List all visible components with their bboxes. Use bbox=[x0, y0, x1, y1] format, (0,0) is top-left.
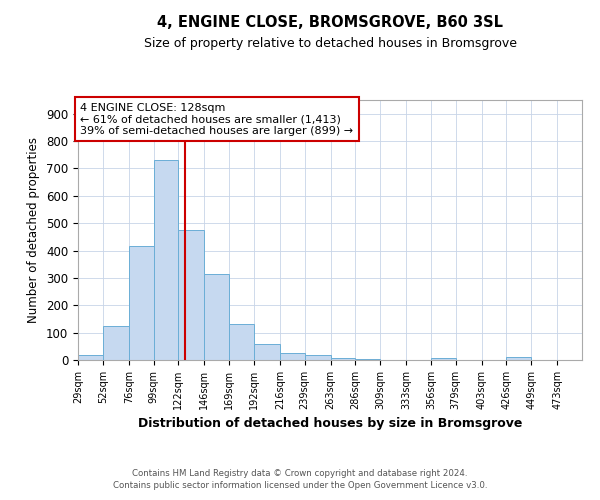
Bar bbox=[331, 358, 355, 360]
X-axis label: Distribution of detached houses by size in Bromsgrove: Distribution of detached houses by size … bbox=[138, 418, 522, 430]
Bar bbox=[204, 274, 229, 360]
Bar bbox=[178, 230, 204, 360]
Bar bbox=[154, 160, 178, 360]
Text: Contains HM Land Registry data © Crown copyright and database right 2024.: Contains HM Land Registry data © Crown c… bbox=[132, 468, 468, 477]
Text: 4 ENGINE CLOSE: 128sqm
← 61% of detached houses are smaller (1,413)
39% of semi-: 4 ENGINE CLOSE: 128sqm ← 61% of detached… bbox=[80, 102, 353, 136]
Bar bbox=[103, 326, 129, 360]
Text: Contains public sector information licensed under the Open Government Licence v3: Contains public sector information licen… bbox=[113, 481, 487, 490]
Bar bbox=[355, 358, 380, 360]
Bar bbox=[254, 344, 280, 360]
Bar bbox=[305, 354, 331, 360]
Y-axis label: Number of detached properties: Number of detached properties bbox=[28, 137, 40, 323]
Bar bbox=[229, 324, 254, 360]
Text: Size of property relative to detached houses in Bromsgrove: Size of property relative to detached ho… bbox=[143, 38, 517, 51]
Bar bbox=[431, 358, 456, 360]
Bar bbox=[129, 246, 154, 360]
Text: 4, ENGINE CLOSE, BROMSGROVE, B60 3SL: 4, ENGINE CLOSE, BROMSGROVE, B60 3SL bbox=[157, 15, 503, 30]
Bar bbox=[78, 354, 103, 360]
Bar bbox=[280, 353, 305, 360]
Bar bbox=[506, 358, 531, 360]
